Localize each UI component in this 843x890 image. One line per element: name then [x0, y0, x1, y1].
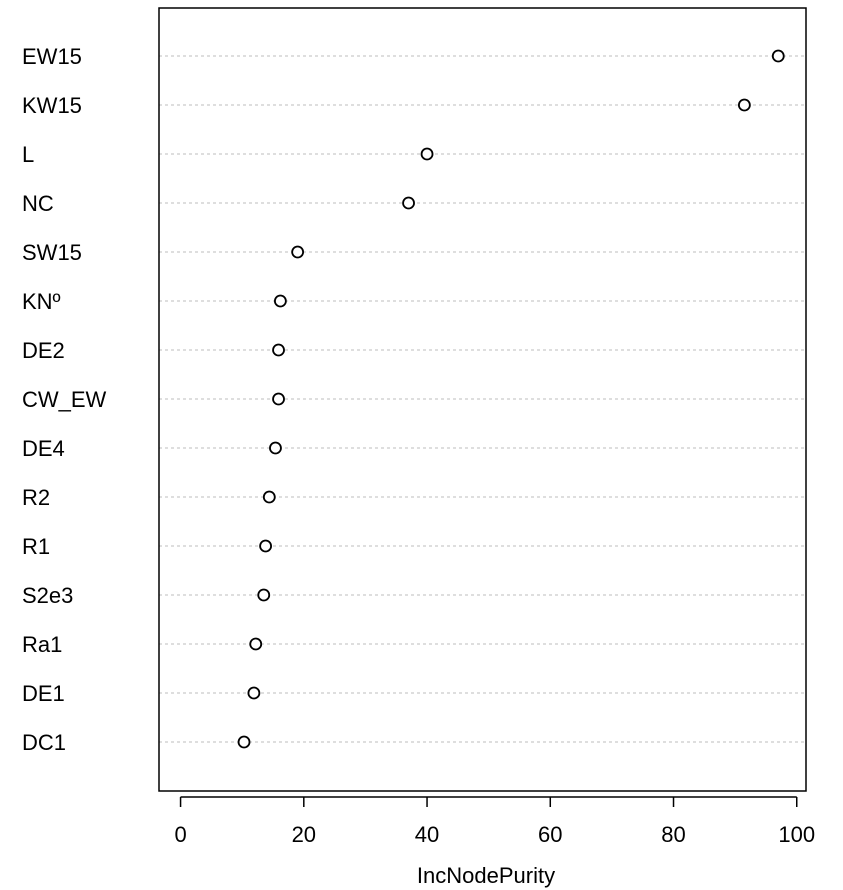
category-label: KNº — [22, 289, 61, 314]
category-label: L — [22, 142, 34, 167]
category-label: CW_EW — [22, 387, 107, 412]
plot-frame — [158, 7, 807, 792]
data-point — [237, 735, 251, 749]
x-axis: 0 20 40 60 80 100 — [174, 796, 815, 847]
data-point — [247, 686, 261, 700]
data-point — [259, 539, 273, 553]
category-label: S2e3 — [22, 583, 73, 608]
data-point — [272, 343, 285, 357]
category-label: KW15 — [22, 93, 82, 118]
category-label: R1 — [22, 534, 50, 559]
x-tick-label: 80 — [661, 822, 685, 847]
data-point — [771, 49, 785, 63]
data-point — [273, 294, 287, 308]
data-point — [269, 441, 282, 455]
category-label: DE1 — [22, 681, 65, 706]
category-label: SW15 — [22, 240, 82, 265]
x-axis-title: IncNodePurity — [417, 863, 555, 888]
category-label: DE4 — [22, 436, 65, 461]
data-point — [291, 245, 305, 259]
category-label: DE2 — [22, 338, 65, 363]
x-tick-label: 20 — [292, 822, 316, 847]
data-point — [262, 490, 276, 504]
category-label: NC — [22, 191, 54, 216]
data-point — [272, 392, 285, 406]
data-point — [257, 588, 271, 602]
category-label: EW15 — [22, 44, 82, 69]
x-tick-label: 40 — [415, 822, 439, 847]
data-point — [420, 147, 434, 161]
category-label: DC1 — [22, 730, 66, 755]
category-label: Ra1 — [22, 632, 62, 657]
x-tick-label: 0 — [174, 822, 186, 847]
x-tick-label: 100 — [778, 822, 815, 847]
data-point — [402, 196, 415, 210]
x-tick-label: 60 — [538, 822, 562, 847]
category-labels: EW15 KW15 L NC SW15 KNº DE2 CW_EW DE4 R2 R1 S2e3 Ra1… — [22, 44, 107, 755]
data-point — [737, 98, 751, 112]
category-label: R2 — [22, 485, 50, 510]
data-point — [249, 637, 263, 651]
data-points — [237, 49, 785, 749]
